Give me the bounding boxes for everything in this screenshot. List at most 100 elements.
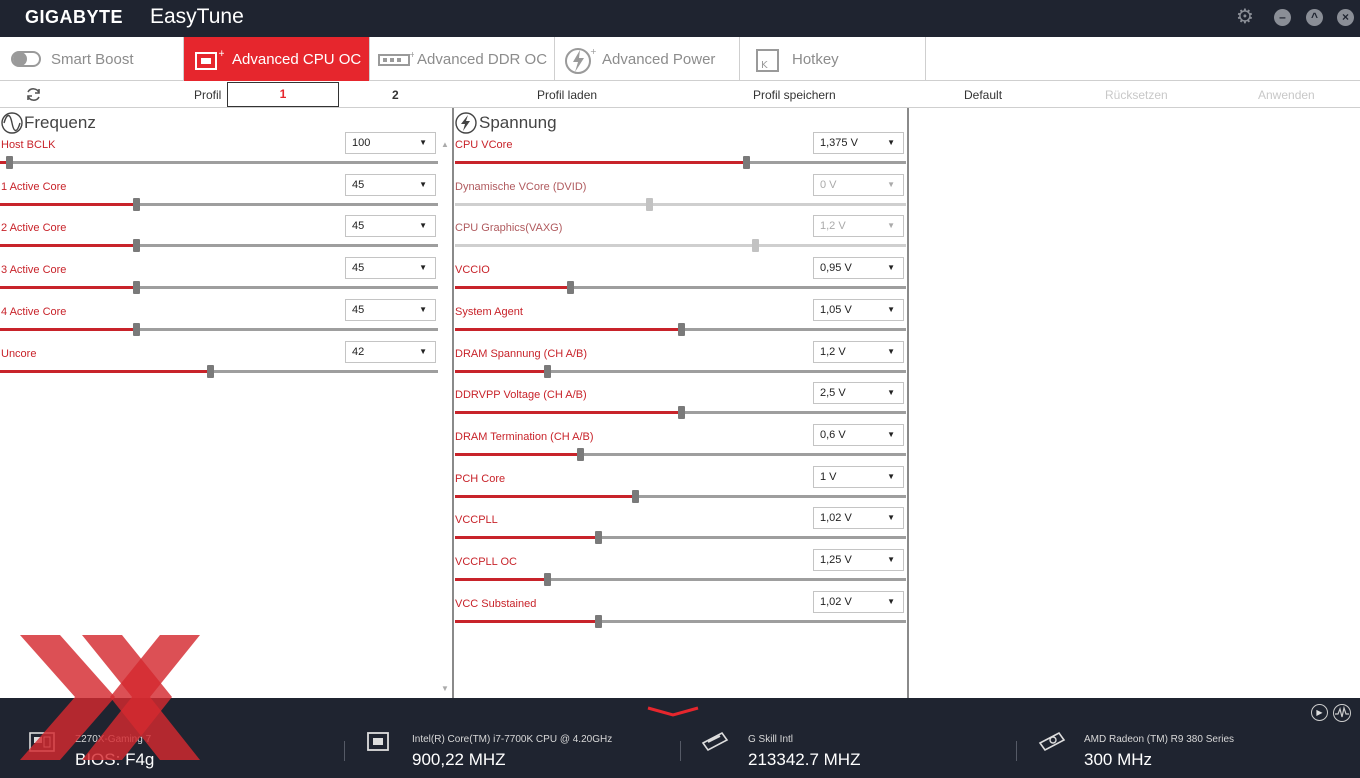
setting-label: VCCPLL OC: [455, 556, 517, 568]
play-icon[interactable]: ▶: [1311, 704, 1328, 721]
setting-slider[interactable]: [455, 239, 906, 253]
dropdown-arrow-icon: ▼: [419, 221, 427, 231]
setting-value-dropdown[interactable]: 0,95 V ▼: [813, 257, 904, 280]
setting-slider[interactable]: [0, 281, 438, 295]
slider-handle[interactable]: [752, 239, 759, 253]
setting-value-dropdown[interactable]: 100 ▼: [345, 132, 436, 154]
maximize-icon[interactable]: ^: [1306, 9, 1323, 26]
scroll-down-icon[interactable]: ▼: [441, 684, 449, 693]
scroll-up-icon[interactable]: ▲: [441, 140, 449, 149]
dropdown-value: 1,375 V: [820, 137, 858, 149]
setting-value-dropdown[interactable]: 1 V ▼: [813, 465, 904, 488]
setting-slider[interactable]: [0, 239, 438, 253]
slider-handle[interactable]: [207, 364, 214, 378]
slider-fill: [455, 411, 681, 415]
setting-label: PCH Core: [455, 472, 506, 485]
tab-label: Hotkey: [792, 51, 839, 68]
tab-advanced-ddr-oc[interactable]: + Advanced DDR OC: [370, 37, 555, 81]
setting-value-dropdown[interactable]: 1,2 V ▼: [813, 340, 904, 363]
setting-label: System Agent: [455, 305, 523, 318]
setting-slider[interactable]: [0, 322, 438, 336]
slider-handle[interactable]: [133, 239, 140, 253]
dropdown-value: 1,02 V: [820, 595, 852, 608]
dropdown-value: 100: [352, 137, 371, 149]
setting-slider[interactable]: [455, 573, 906, 586]
svg-text:+: +: [218, 49, 224, 59]
dropdown-value: 0 V: [820, 178, 837, 191]
profile-2-button[interactable]: 2: [392, 88, 399, 102]
setting-value-dropdown[interactable]: 1,02 V ▼: [813, 590, 904, 613]
dropdown-arrow-icon: ▼: [419, 346, 427, 356]
slider-handle[interactable]: [133, 197, 140, 211]
setting-slider[interactable]: [0, 156, 438, 169]
slider-fill: [455, 619, 598, 623]
settings-gear-icon[interactable]: ⚙: [1236, 6, 1254, 28]
setting-slider[interactable]: [455, 322, 906, 336]
slider-handle[interactable]: [544, 573, 551, 586]
memory-module-icon: +: [378, 50, 414, 66]
slider-handle[interactable]: [577, 447, 584, 461]
setting-slider[interactable]: [0, 364, 438, 378]
tab-smart-boost[interactable]: Smart Boost: [0, 37, 184, 81]
dropdown-value: 1,05 V: [820, 303, 852, 316]
setting-value-dropdown[interactable]: 1,02 V ▼: [813, 507, 904, 530]
setting-value-dropdown[interactable]: 45 ▼: [345, 257, 436, 280]
setting-slider[interactable]: [455, 489, 906, 503]
save-profile-button[interactable]: Profil speichern: [753, 88, 836, 102]
slider-handle[interactable]: [6, 156, 13, 169]
setting-value-dropdown[interactable]: 2,5 V ▼: [813, 382, 904, 405]
load-profile-button[interactable]: Profil laden: [537, 88, 598, 102]
hardware-info-bar: [0, 698, 1360, 778]
slider-handle[interactable]: [133, 281, 140, 295]
setting-slider[interactable]: [455, 447, 906, 461]
slider-handle[interactable]: [743, 156, 750, 169]
setting-label: CPU Graphics(VAXG): [455, 222, 563, 235]
setting-slider[interactable]: [455, 281, 906, 295]
apply-button[interactable]: Anwenden: [1258, 88, 1315, 102]
slider-handle[interactable]: [133, 322, 140, 336]
setting-label: 1 Active Core: [1, 180, 67, 193]
default-button[interactable]: Default: [964, 88, 1003, 102]
tab-hotkey[interactable]: K Hotkey: [740, 37, 926, 81]
monitor-wave-icon[interactable]: [1332, 703, 1352, 723]
slider-handle[interactable]: [678, 406, 685, 420]
setting-value-dropdown[interactable]: 45 ▼: [345, 298, 436, 321]
slider-handle[interactable]: [632, 489, 639, 503]
setting-value-dropdown[interactable]: 45 ▼: [345, 215, 436, 238]
setting-slider[interactable]: [455, 197, 906, 211]
slider-fill: [455, 327, 681, 331]
setting-value-dropdown[interactable]: 0,6 V ▼: [813, 423, 904, 446]
setting-value-dropdown[interactable]: 1,25 V ▼: [813, 549, 904, 571]
tab-advanced-cpu-oc[interactable]: + Advanced CPU OC: [184, 37, 370, 81]
setting-value-dropdown[interactable]: 1,375 V ▼: [813, 132, 904, 154]
cpu-frequency: 900,22 MHZ: [412, 750, 506, 769]
setting-slider[interactable]: [455, 406, 906, 420]
chevron-down-icon[interactable]: [646, 706, 700, 718]
setting-value-dropdown[interactable]: 0 V ▼: [813, 173, 904, 196]
minimize-icon[interactable]: –: [1274, 9, 1291, 26]
cpu-model: Intel(R) Core(TM) i7-7700K CPU @ 4.20GHz: [412, 734, 613, 745]
setting-label: VCCIO: [455, 264, 490, 277]
slider-fill: [0, 327, 136, 331]
setting-value-dropdown[interactable]: 1,05 V ▼: [813, 298, 904, 321]
setting-slider[interactable]: [455, 364, 906, 378]
tab-advanced-power[interactable]: + Advanced Power: [555, 37, 740, 81]
reset-button[interactable]: Rücksetzen: [1105, 88, 1168, 102]
setting-slider[interactable]: [0, 197, 438, 211]
slider-handle[interactable]: [646, 197, 653, 211]
slider-handle[interactable]: [678, 322, 685, 336]
setting-slider[interactable]: [455, 156, 906, 169]
slider-handle[interactable]: [595, 614, 602, 628]
setting-value-dropdown[interactable]: 1,2 V ▼: [813, 215, 904, 238]
slider-handle[interactable]: [567, 281, 574, 295]
refresh-icon[interactable]: [25, 86, 42, 103]
setting-value-dropdown[interactable]: 42 ▼: [345, 340, 436, 363]
slider-handle[interactable]: [595, 531, 602, 545]
setting-slider[interactable]: [455, 614, 906, 628]
close-icon[interactable]: ×: [1337, 9, 1354, 26]
setting-label: VCCPLL: [455, 514, 498, 527]
setting-value-dropdown[interactable]: 45 ▼: [345, 173, 436, 196]
slider-handle[interactable]: [544, 364, 551, 378]
setting-slider[interactable]: [455, 531, 906, 545]
profile-1-button[interactable]: 1: [227, 82, 339, 107]
